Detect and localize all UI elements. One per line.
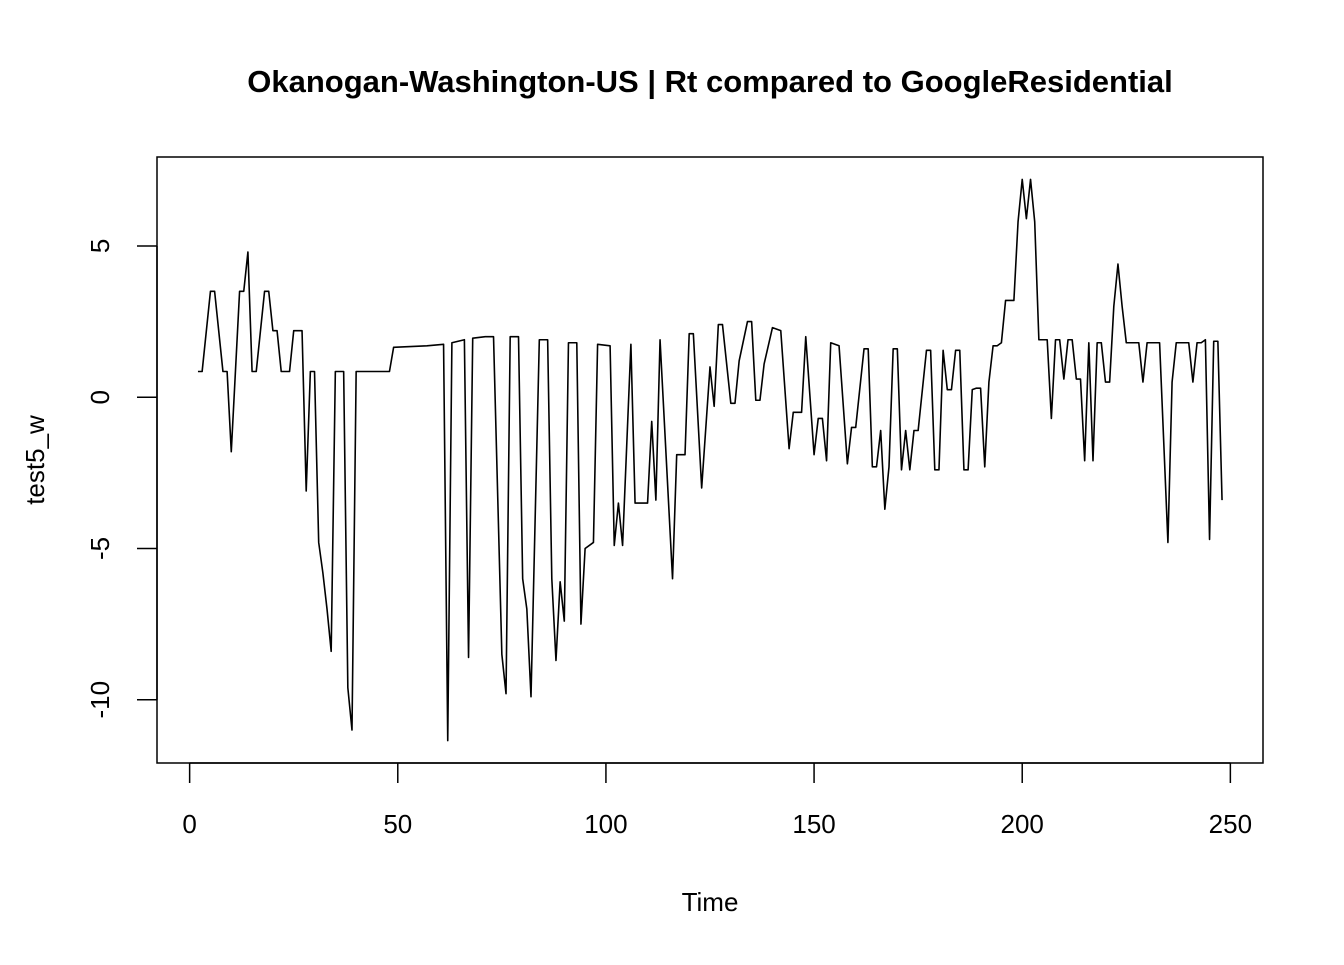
x-tick-label: 150 [792, 809, 835, 839]
x-tick-label: 50 [383, 809, 412, 839]
y-tick-label: 0 [85, 390, 115, 404]
series-line [197, 178, 1223, 742]
x-tick-label: 200 [1001, 809, 1044, 839]
x-tick-label: 100 [584, 809, 627, 839]
y-tick-label: -10 [85, 681, 115, 719]
x-axis-label: Time [682, 887, 739, 917]
plot-box [156, 156, 1264, 764]
y-tick-label: -5 [85, 537, 115, 560]
y-tick-label: 5 [85, 239, 115, 253]
x-tick-label: 250 [1209, 809, 1252, 839]
chart-title: Okanogan-Washington-US | Rt compared to … [247, 64, 1173, 99]
x-tick-label: 0 [182, 809, 196, 839]
y-axis-label: test5_w [20, 415, 50, 505]
